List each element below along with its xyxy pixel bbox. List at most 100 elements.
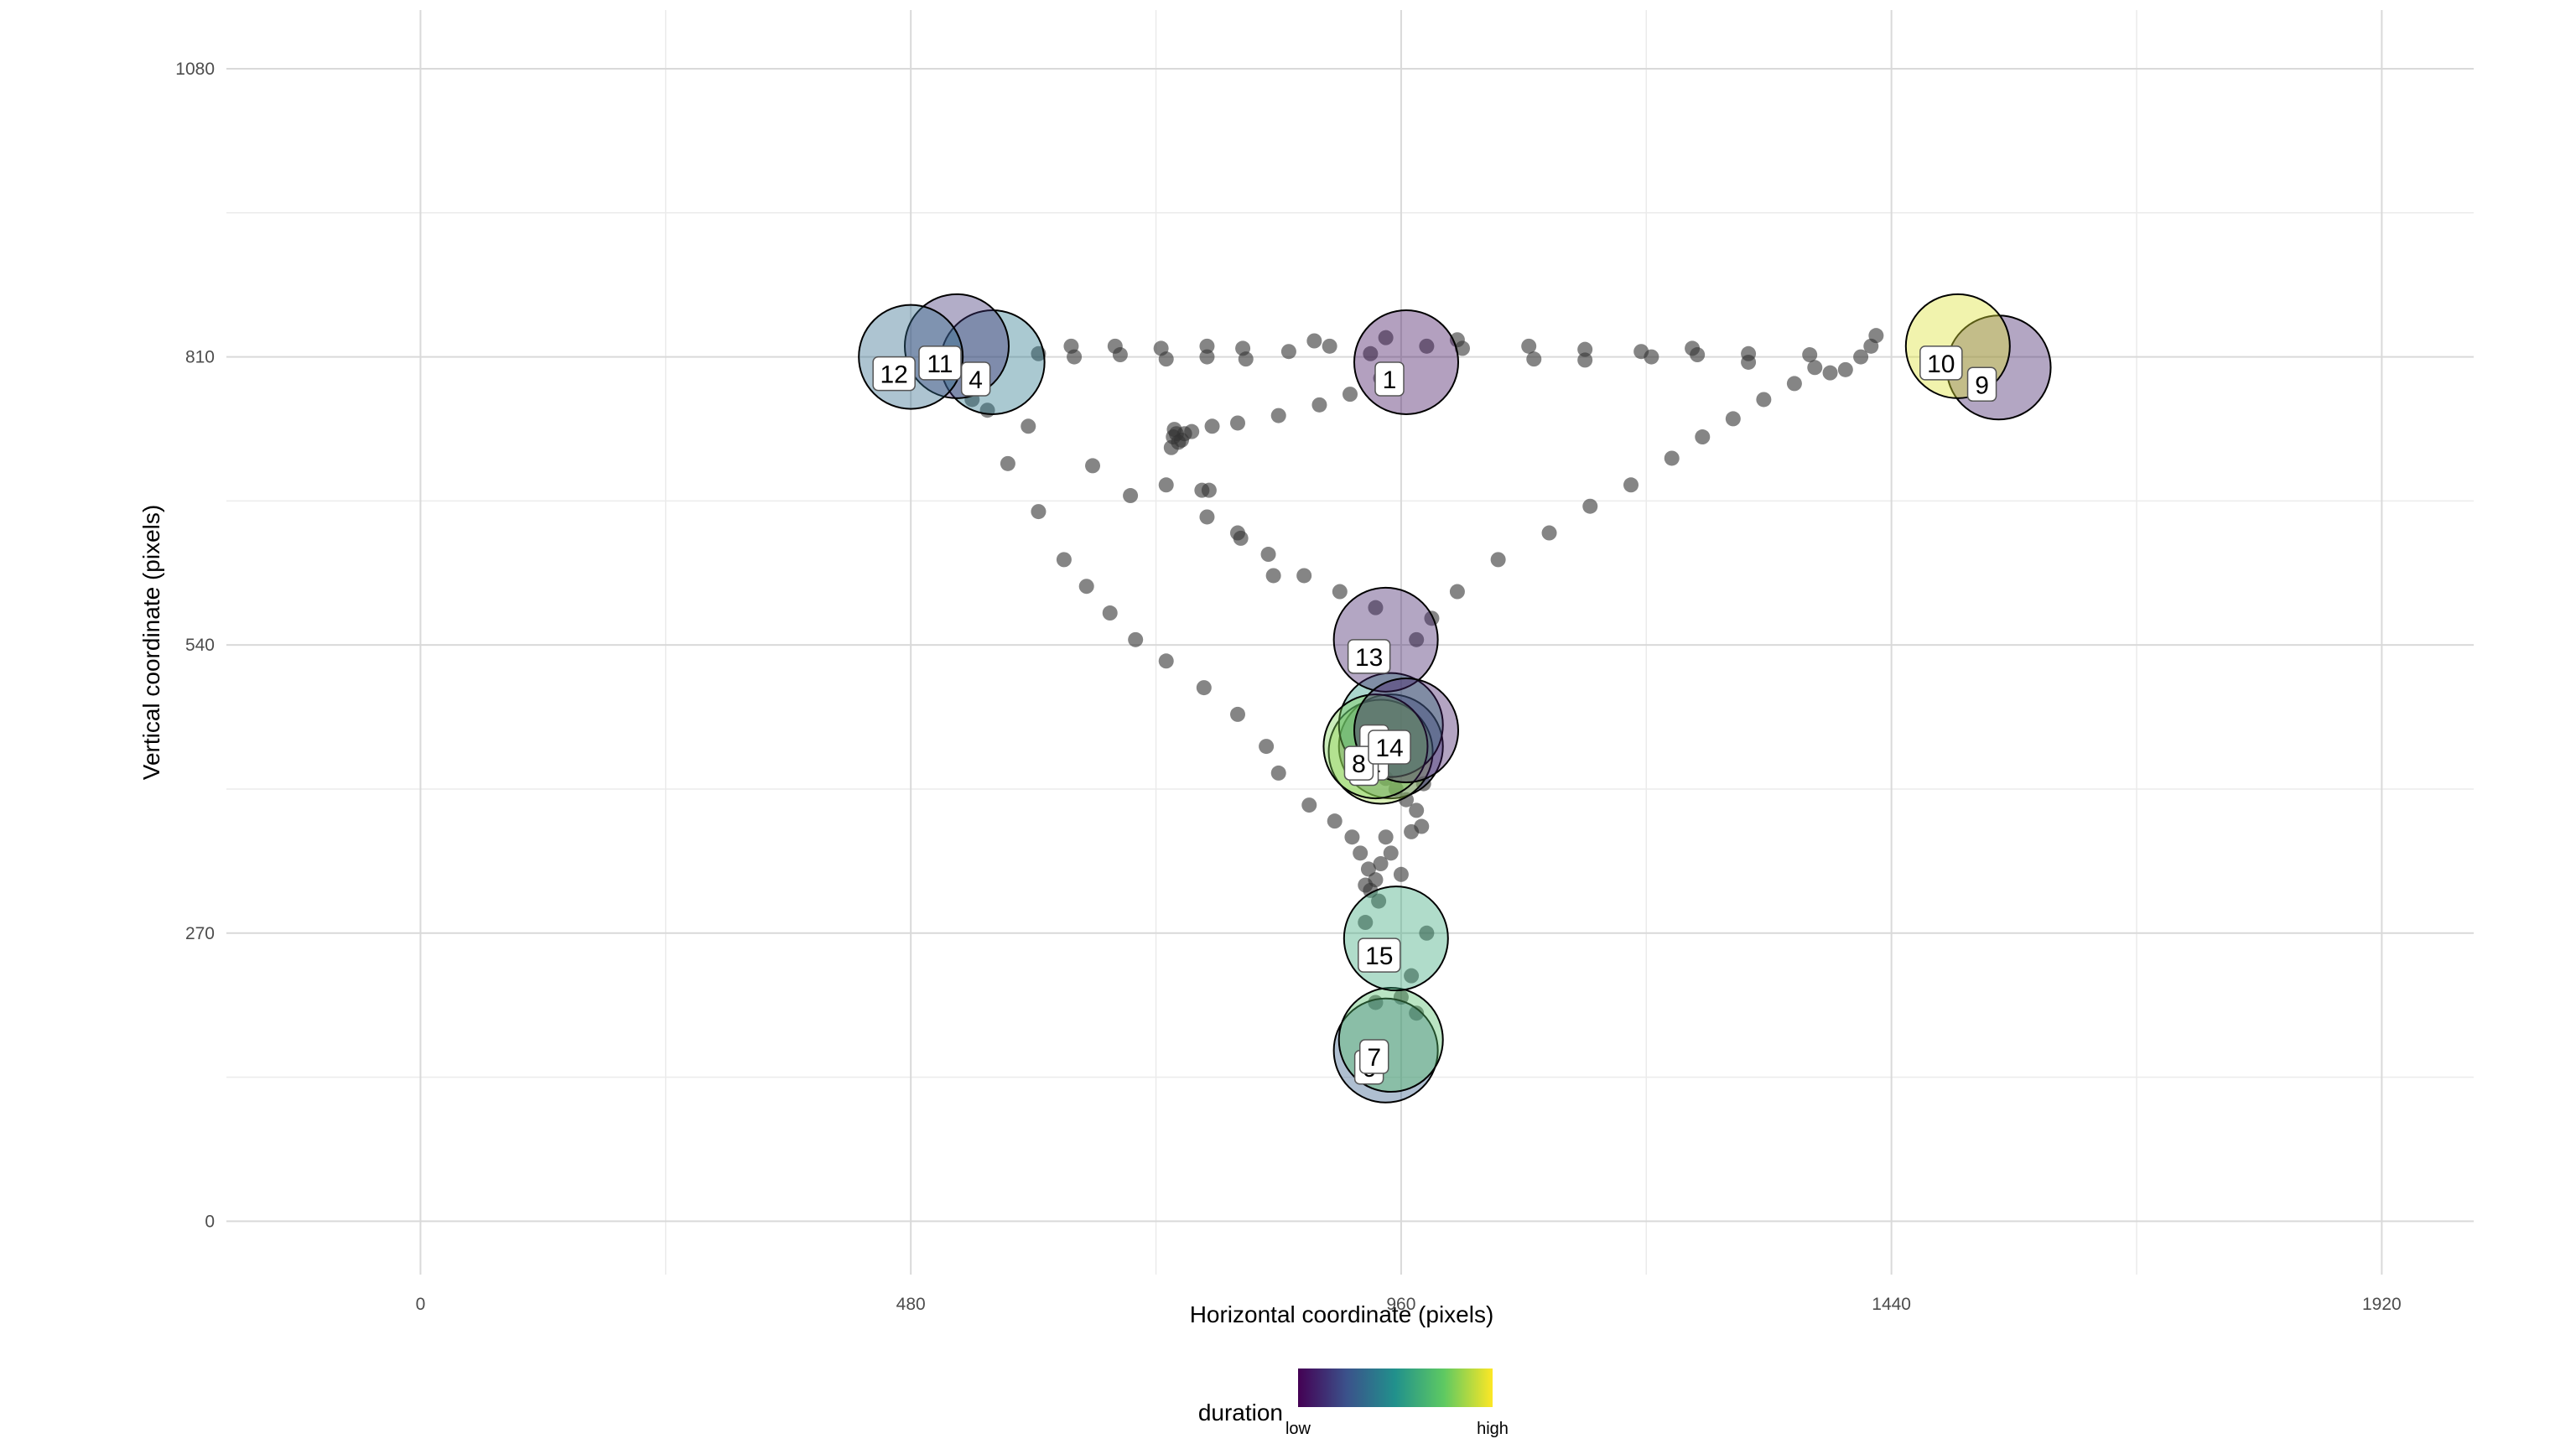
gaze-sample-point — [1582, 498, 1598, 514]
gaze-sample-point — [1158, 351, 1174, 367]
gaze-sample-point — [1623, 477, 1639, 493]
y-tick-label: 810 — [185, 348, 215, 367]
fixation-label-box — [918, 345, 962, 381]
fixation-label-text: 7 — [1367, 1044, 1381, 1072]
gaze-sample-point — [1270, 765, 1286, 781]
gaze-sample-point — [1577, 352, 1593, 368]
fixation-label-text: 10 — [1927, 351, 1955, 378]
gaze-sample-point — [1577, 341, 1593, 357]
gaze-sample-point — [1280, 344, 1296, 360]
fixation-circle — [1353, 309, 1459, 415]
gaze-sample-point — [1383, 845, 1399, 861]
gaze-sample-point — [1455, 340, 1470, 356]
fixation-label: 10 — [1919, 345, 1963, 381]
grid-lines — [226, 10, 2474, 1275]
gaze-sample-point — [1311, 397, 1327, 413]
fixation-label-text: 8 — [1352, 750, 1366, 778]
gaze-sample-point — [1409, 1005, 1425, 1021]
gaze-sample-point — [1414, 818, 1430, 834]
gaze-sample-point — [1265, 568, 1281, 584]
fixation-label-box — [1358, 1039, 1389, 1074]
fixation-label-box — [1347, 639, 1391, 674]
gaze-sample-point — [1368, 600, 1384, 615]
gaze-sample-point — [1344, 829, 1360, 845]
gaze-sample-point — [1378, 829, 1394, 845]
fixation-label: 14 — [1368, 730, 1411, 765]
x-tick-label: 480 — [896, 1295, 926, 1314]
gaze-sample-point — [1644, 349, 1659, 365]
gaze-sample-point — [1199, 509, 1215, 525]
gaze-sample-point — [1031, 504, 1046, 520]
x-axis-title: Horizontal coordinate (pixels) — [1190, 1301, 1494, 1327]
x-tick-label: 1440 — [1872, 1295, 1911, 1314]
legend-low-label: low — [1285, 1420, 1311, 1438]
gaze-sample-point — [1521, 338, 1537, 354]
gaze-sample-point — [1664, 450, 1680, 466]
gaze-sample-point — [1056, 552, 1072, 568]
fixation-label-box — [1368, 730, 1411, 765]
fixation-label: 4 — [960, 361, 991, 397]
gaze-sample-point — [1238, 351, 1254, 367]
gaze-sample-point — [1021, 418, 1036, 434]
fixation-label-text: 4 — [969, 366, 983, 394]
gaze-sample-point — [1353, 845, 1368, 861]
gaze-sample-point — [1176, 426, 1192, 442]
gaze-sample-point — [1296, 568, 1312, 584]
fixation-label-box — [872, 356, 916, 392]
y-tick-label: 270 — [185, 924, 215, 943]
gaze-sample-point — [1343, 387, 1358, 402]
x-tick-label: 960 — [1386, 1295, 1415, 1314]
gaze-sample-point — [1802, 347, 1818, 363]
fixation-label-box — [1966, 366, 1997, 402]
gaze-sample-point — [1807, 360, 1823, 376]
fixation-label-box — [1919, 345, 1963, 381]
gaze-sample-point — [1199, 338, 1215, 354]
gaze-sample-point — [1868, 328, 1884, 344]
gaze-sample-point — [1690, 347, 1706, 363]
fixation-label-text: 12 — [880, 361, 907, 389]
fixation-label: 9 — [1966, 366, 1997, 402]
legend-title: duration — [1198, 1400, 1283, 1426]
gaze-sample-point — [1078, 579, 1094, 595]
gaze-sample-point — [1419, 925, 1435, 941]
y-tick-label: 0 — [205, 1212, 215, 1231]
gaze-sample-point — [1741, 354, 1757, 370]
fixation-labels: 123456789101112131415 — [872, 345, 1997, 1085]
gaze-sample-point — [1301, 797, 1317, 813]
gaze-sample-point — [1756, 392, 1772, 408]
gaze-sample-point — [1541, 525, 1557, 541]
gaze-sample-point — [1371, 893, 1387, 909]
x-tick-label: 0 — [416, 1295, 426, 1314]
gaze-sample-point — [1786, 376, 1802, 392]
gaze-sample-point — [1128, 631, 1144, 647]
gaze-sample-point — [1194, 482, 1210, 498]
gaze-sample-point — [1837, 361, 1853, 377]
fixation-label: 13 — [1347, 639, 1391, 674]
gaze-sample-point — [1360, 861, 1376, 877]
gaze-sample-point — [1526, 351, 1542, 367]
gaze-sample-point — [1230, 706, 1245, 722]
gaze-sample-point — [1031, 345, 1046, 361]
fixation-label-text: 1 — [1383, 366, 1397, 394]
gaze-sample-point — [1409, 802, 1425, 818]
fixation-label-text: 13 — [1355, 644, 1383, 672]
fixation-label-box — [1358, 937, 1401, 973]
gaze-samples — [964, 328, 1884, 1021]
gaze-sample-point — [1725, 411, 1741, 427]
gaze-sample-point — [1306, 333, 1322, 349]
legend-high-label: high — [1477, 1420, 1509, 1438]
fixation-label-text: 9 — [1975, 371, 1989, 399]
x-tick-label: 1920 — [2362, 1295, 2402, 1314]
fixation-label: 11 — [918, 345, 962, 381]
gaze-sample-point — [1373, 856, 1389, 872]
gaze-sample-point — [1404, 968, 1420, 984]
gaze-sample-point — [1067, 349, 1083, 365]
gaze-sample-point — [1102, 605, 1118, 621]
gaze-sample-point — [1358, 915, 1374, 931]
gaze-sample-point — [1158, 653, 1174, 669]
gaze-sample-point — [1270, 408, 1286, 423]
fixation-label-text: 11 — [927, 351, 953, 378]
gaze-sample-point — [1393, 866, 1409, 882]
y-axis-title: Vertical coordinate (pixels) — [138, 505, 164, 780]
